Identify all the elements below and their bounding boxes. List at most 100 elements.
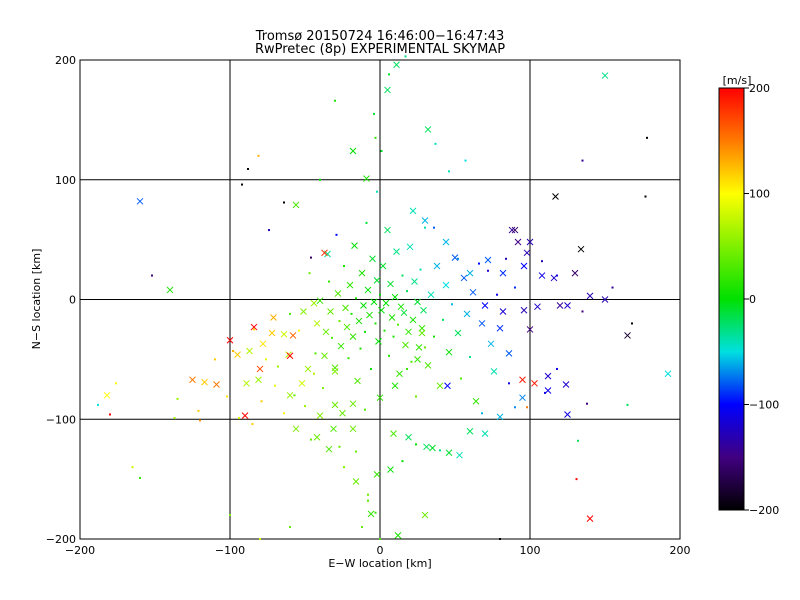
data-point-dot [646, 136, 648, 139]
colorbar [718, 87, 745, 511]
data-point-cross [343, 323, 351, 331]
data-point-dot [238, 417, 240, 420]
colorbar-tick-label: 100 [749, 188, 770, 201]
data-point-cross [331, 401, 339, 409]
data-point-cross [427, 291, 435, 299]
data-point-cross [376, 394, 384, 402]
data-point-cross [352, 478, 360, 485]
data-point-dot [433, 335, 435, 338]
data-point-dot [331, 336, 333, 339]
x-tick-label: 200 [670, 544, 691, 557]
data-point-cross [526, 238, 534, 246]
data-point-dot [448, 170, 450, 173]
y-tick-label: 100 [55, 174, 76, 187]
data-point-cross [394, 532, 402, 539]
data-point-dot [328, 280, 330, 283]
data-point-cross [331, 367, 339, 375]
data-point-cross [409, 207, 417, 215]
data-point-dot [626, 403, 629, 406]
data-point-cross [508, 226, 516, 234]
data-point-cross [286, 391, 294, 399]
data-point-cross [400, 309, 408, 317]
data-point-cross [484, 256, 492, 264]
data-point-cross [351, 242, 358, 249]
data-point-cross [405, 433, 412, 441]
data-point-cross [367, 510, 375, 518]
data-point-dot [298, 329, 300, 332]
data-point-cross [424, 126, 432, 133]
data-point-cross [421, 217, 429, 224]
data-point-cross [429, 444, 436, 452]
y-tick-label: −100 [46, 413, 76, 426]
data-point-cross [189, 376, 196, 384]
data-point-dot [581, 159, 584, 162]
x-axis-label: E−W location [km] [328, 557, 431, 570]
data-point-cross [442, 238, 450, 246]
data-point-cross [538, 272, 546, 279]
data-point-cross [255, 376, 262, 384]
y-tick-label: 0 [69, 294, 76, 307]
data-point-dot [478, 262, 480, 265]
data-point-cross [552, 193, 559, 200]
data-point-dot [526, 406, 528, 409]
data-point-dot [343, 466, 345, 469]
data-point-dot [355, 297, 357, 300]
data-point-cross [505, 350, 513, 357]
data-point-cross [481, 302, 489, 309]
data-point-cross [445, 449, 453, 457]
data-point-dot [347, 357, 350, 360]
data-point-dot [229, 514, 231, 517]
data-point-dot [131, 466, 134, 469]
data-point-dot [364, 330, 366, 333]
data-point-cross [280, 330, 288, 338]
data-point-dot [373, 112, 375, 115]
data-point-dot [374, 511, 377, 514]
data-point-dot [505, 257, 507, 260]
data-point-dot [260, 400, 263, 403]
colorbar-label: [m/s] [723, 74, 752, 87]
data-point-dot [380, 150, 383, 153]
data-point-cross [436, 382, 444, 390]
data-point-cross [103, 391, 111, 399]
data-point-dot [253, 328, 255, 331]
data-point-dot [508, 382, 510, 385]
data-point-dot [251, 423, 254, 426]
data-point-dot [173, 417, 176, 420]
data-point-cross [234, 351, 241, 358]
data-point-cross [433, 262, 441, 270]
data-point-cross [499, 269, 507, 277]
data-point-dot [464, 159, 467, 162]
data-point-cross [379, 262, 387, 270]
data-point-cross [523, 249, 531, 257]
data-point-cross [442, 281, 450, 289]
data-point-cross [363, 175, 370, 182]
data-point-dot [434, 142, 437, 145]
data-point-cross [519, 376, 526, 384]
data-point-dot [424, 346, 426, 349]
data-point-dot [247, 167, 249, 170]
data-point-cross [243, 379, 250, 387]
data-point-dot [367, 493, 369, 496]
data-point-cross [421, 511, 429, 519]
data-point-cross [304, 365, 312, 373]
data-point-cross [544, 372, 552, 380]
data-point-dot [308, 272, 311, 275]
x-tick-label: −100 [215, 544, 245, 557]
data-point-dot [376, 190, 378, 193]
y-axis-ticks: −200 −100 0 100 200 [46, 54, 76, 546]
data-point-cross [418, 324, 426, 332]
x-tick-label: −200 [65, 544, 95, 557]
data-point-dot [257, 154, 260, 157]
data-point-cross [310, 299, 318, 307]
data-point-dot [374, 322, 377, 325]
data-point-dot [199, 419, 201, 422]
data-point-cross [571, 269, 579, 277]
data-point-cross [423, 443, 430, 451]
data-point-cross [564, 411, 571, 418]
data-point-cross [397, 303, 405, 311]
data-point-dot [544, 391, 546, 394]
data-point-dot [151, 274, 153, 277]
data-point-cross [349, 425, 357, 433]
data-point-cross [415, 344, 423, 351]
data-point-cross [375, 338, 382, 345]
